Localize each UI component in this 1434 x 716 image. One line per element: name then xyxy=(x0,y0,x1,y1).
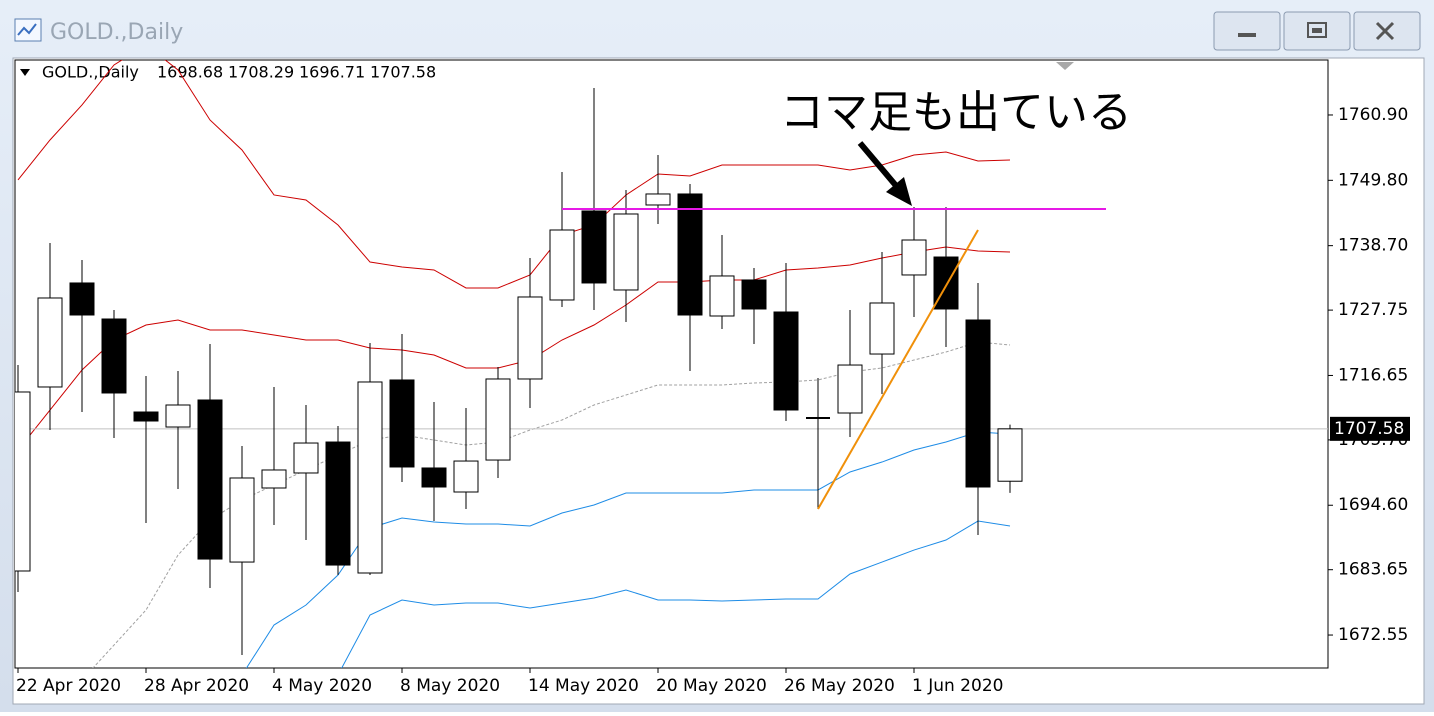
x-tick-label: 22 Apr 2020 xyxy=(16,676,121,696)
candle-body xyxy=(485,378,511,461)
x-tick-label: 20 May 2020 xyxy=(656,676,767,696)
candle-body xyxy=(421,467,447,488)
candle-body xyxy=(965,319,991,488)
candle-body xyxy=(613,213,639,291)
header-low: 1696.71 xyxy=(299,63,365,82)
annotation-arrow xyxy=(857,141,912,206)
candle-body xyxy=(229,477,255,563)
window-title: GOLD.,Daily xyxy=(50,20,183,45)
x-tick-label: 1 Jun 2020 xyxy=(912,676,1003,696)
y-tick-label: 1716.65 xyxy=(1338,365,1408,385)
x-tick-label: 28 Apr 2020 xyxy=(144,676,249,696)
candle-body xyxy=(901,239,927,276)
header-close: 1707.58 xyxy=(370,63,436,82)
candle-body xyxy=(773,311,799,411)
header-triangle xyxy=(20,69,30,76)
close-button[interactable] xyxy=(1353,11,1421,51)
candle-body xyxy=(37,297,63,388)
chart-title: GOLD.,Daily xyxy=(42,63,139,82)
y-tick-label: 1727.75 xyxy=(1338,300,1408,320)
plot-area xyxy=(14,59,1329,669)
price-label-box xyxy=(1330,416,1410,441)
annotation-text: コマ足も出ている xyxy=(780,87,1132,138)
axes: 1760.901749.801738.701727.751716.651705.… xyxy=(16,105,1410,696)
x-tick-label: 4 May 2020 xyxy=(272,676,372,696)
candle-body xyxy=(197,399,223,560)
header-high: 1708.29 xyxy=(228,63,294,82)
window-icon xyxy=(14,18,42,42)
x-tick-label: 8 May 2020 xyxy=(400,676,500,696)
chart-header: GOLD.,Daily 1698.68 1708.29 1696.71 1707… xyxy=(42,63,436,82)
candle-body xyxy=(101,318,127,394)
y-tick-label: 1760.90 xyxy=(1338,105,1408,125)
candle-body xyxy=(133,411,159,422)
shift-marker xyxy=(1056,62,1074,70)
candle-body xyxy=(549,229,575,301)
header-open: 1698.68 xyxy=(157,63,223,82)
candle-body xyxy=(581,210,607,284)
candle-body xyxy=(645,193,671,206)
candle-body xyxy=(741,279,767,310)
minimize-button[interactable] xyxy=(1213,11,1281,51)
candle-body xyxy=(69,282,95,316)
candle-body xyxy=(517,296,543,380)
candle-body xyxy=(677,193,703,316)
candle-body xyxy=(709,275,735,317)
candle-body xyxy=(15,391,31,572)
y-tick-label: 1738.70 xyxy=(1338,236,1408,256)
candle-body xyxy=(261,469,287,489)
plot xyxy=(15,60,1328,668)
candle-body xyxy=(357,381,383,574)
trend-line xyxy=(817,229,979,510)
candle-body xyxy=(453,460,479,493)
y-tick-label: 1683.65 xyxy=(1338,560,1408,580)
band-line xyxy=(17,246,1011,451)
x-tick-label: 14 May 2020 xyxy=(528,676,639,696)
candle-body xyxy=(389,379,415,468)
candle-body xyxy=(837,364,863,414)
y-tick-label: 1694.60 xyxy=(1338,495,1408,515)
candle-body xyxy=(293,442,319,474)
y-tick-label: 1749.80 xyxy=(1338,170,1408,190)
band-line xyxy=(17,60,1011,289)
candle-body xyxy=(325,441,351,566)
candle-body xyxy=(997,428,1023,482)
price-label: 1707.58 xyxy=(1334,419,1404,439)
candle-body xyxy=(869,302,895,355)
x-tick-label: 26 May 2020 xyxy=(784,676,895,696)
candle-body xyxy=(165,404,191,428)
y-tick-label: 1672.55 xyxy=(1338,625,1408,645)
restore-button[interactable] xyxy=(1283,11,1351,51)
band-line xyxy=(341,520,1011,668)
